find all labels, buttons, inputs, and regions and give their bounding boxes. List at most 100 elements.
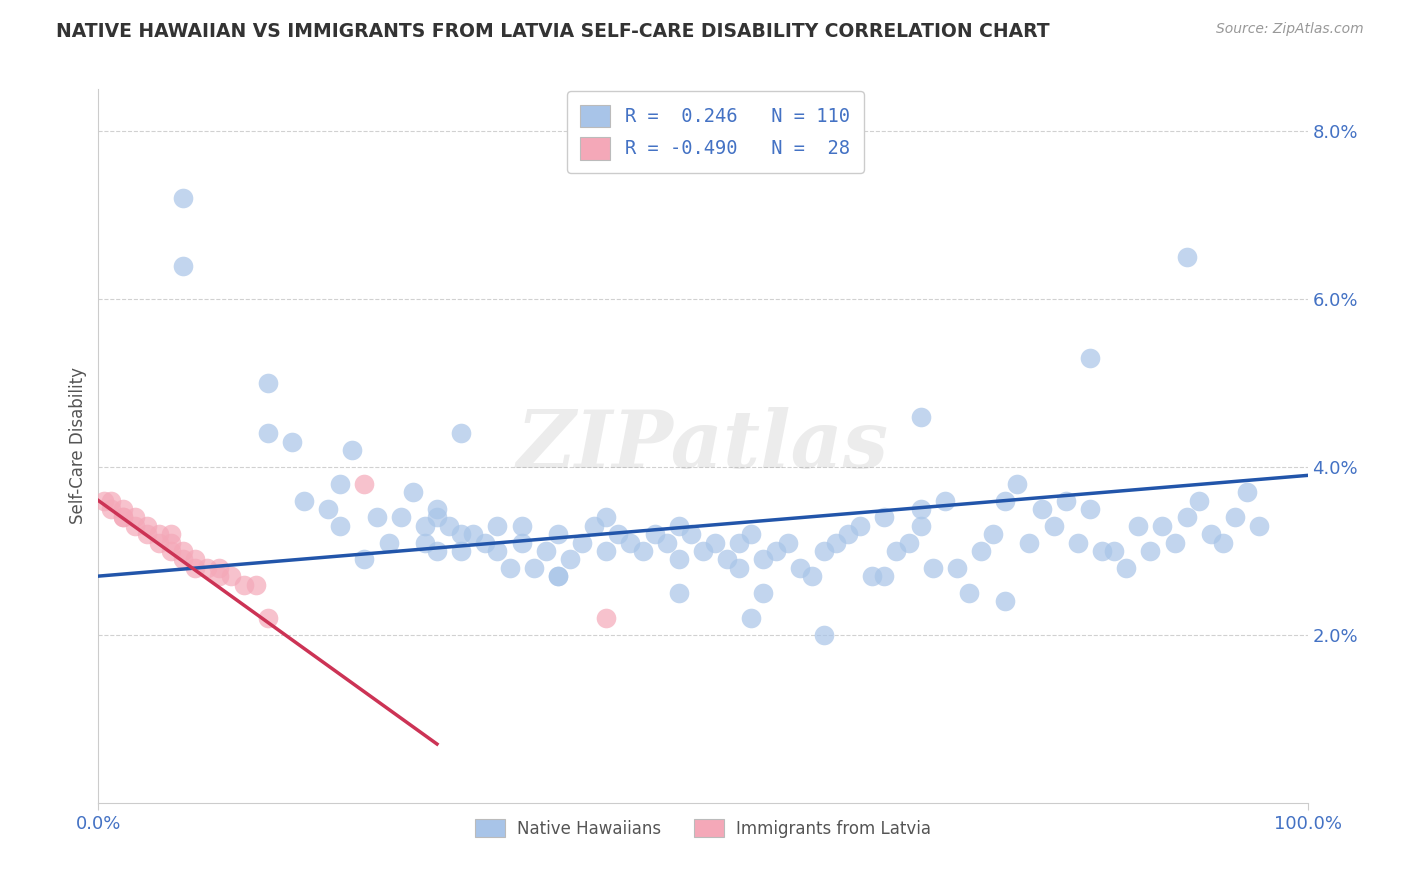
Point xyxy=(1249,518,1271,533)
Point xyxy=(910,409,932,424)
Point xyxy=(534,544,557,558)
Point xyxy=(1078,502,1101,516)
Point xyxy=(860,569,883,583)
Point xyxy=(172,191,194,205)
Point xyxy=(1223,510,1246,524)
Text: NATIVE HAWAIIAN VS IMMIGRANTS FROM LATVIA SELF-CARE DISABILITY CORRELATION CHART: NATIVE HAWAIIAN VS IMMIGRANTS FROM LATVI… xyxy=(56,22,1050,41)
Point xyxy=(849,518,872,533)
Point xyxy=(668,586,690,600)
Text: ZIPatlas: ZIPatlas xyxy=(517,408,889,484)
Point xyxy=(510,535,533,549)
Point xyxy=(100,493,122,508)
Point xyxy=(172,259,194,273)
Point xyxy=(583,518,606,533)
Point xyxy=(245,577,267,591)
Point xyxy=(946,560,969,574)
Point xyxy=(981,527,1004,541)
Point xyxy=(994,594,1017,608)
Point xyxy=(172,544,194,558)
Point xyxy=(172,552,194,566)
Point xyxy=(873,510,896,524)
Point xyxy=(523,560,546,574)
Point xyxy=(256,426,278,441)
Point xyxy=(1175,510,1198,524)
Point xyxy=(728,560,751,574)
Point xyxy=(316,502,339,516)
Point xyxy=(510,518,533,533)
Point xyxy=(740,527,762,541)
Point xyxy=(413,518,436,533)
Point xyxy=(934,493,956,508)
Point xyxy=(100,502,122,516)
Point xyxy=(256,611,278,625)
Point xyxy=(655,535,678,549)
Point xyxy=(389,510,412,524)
Point xyxy=(776,535,799,549)
Point xyxy=(886,544,908,558)
Point xyxy=(1078,351,1101,365)
Point xyxy=(897,535,920,549)
Point xyxy=(256,376,278,390)
Point xyxy=(208,560,231,574)
Point xyxy=(679,527,702,541)
Point xyxy=(1152,518,1174,533)
Legend: Native Hawaiians, Immigrants from Latvia: Native Hawaiians, Immigrants from Latvia xyxy=(468,813,938,845)
Point xyxy=(463,527,485,541)
Point xyxy=(813,628,835,642)
Point xyxy=(366,510,388,524)
Point xyxy=(124,510,146,524)
Point xyxy=(547,569,569,583)
Point xyxy=(135,527,157,541)
Point xyxy=(1199,527,1222,541)
Point xyxy=(970,544,993,558)
Point xyxy=(93,493,115,508)
Point xyxy=(704,535,727,549)
Point xyxy=(1091,544,1114,558)
Point xyxy=(450,426,472,441)
Point xyxy=(1102,544,1125,558)
Point xyxy=(426,544,449,558)
Point xyxy=(184,552,207,566)
Point xyxy=(1007,476,1029,491)
Point xyxy=(957,586,980,600)
Point xyxy=(1115,560,1137,574)
Point xyxy=(160,527,183,541)
Point xyxy=(111,510,134,524)
Point xyxy=(994,493,1017,508)
Y-axis label: Self-Care Disability: Self-Care Disability xyxy=(69,368,87,524)
Point xyxy=(813,544,835,558)
Point xyxy=(800,569,823,583)
Point xyxy=(607,527,630,541)
Point xyxy=(765,544,787,558)
Point xyxy=(1031,502,1053,516)
Point xyxy=(1139,544,1161,558)
Point xyxy=(1042,518,1064,533)
Point xyxy=(486,518,509,533)
Point xyxy=(232,577,254,591)
Point xyxy=(740,611,762,625)
Point xyxy=(1128,518,1150,533)
Point xyxy=(571,535,593,549)
Point xyxy=(353,552,375,566)
Point xyxy=(450,527,472,541)
Point xyxy=(619,535,641,549)
Point xyxy=(1188,493,1211,508)
Point xyxy=(631,544,654,558)
Point xyxy=(437,518,460,533)
Point xyxy=(1018,535,1040,549)
Point xyxy=(148,527,170,541)
Point xyxy=(195,560,218,574)
Point xyxy=(160,544,183,558)
Point xyxy=(644,527,666,541)
Point xyxy=(221,569,243,583)
Point xyxy=(184,560,207,574)
Point xyxy=(124,518,146,533)
Point xyxy=(547,527,569,541)
Point xyxy=(426,502,449,516)
Point xyxy=(716,552,738,566)
Point xyxy=(135,518,157,533)
Point xyxy=(1212,535,1234,549)
Point xyxy=(789,560,811,574)
Point xyxy=(474,535,496,549)
Point xyxy=(426,510,449,524)
